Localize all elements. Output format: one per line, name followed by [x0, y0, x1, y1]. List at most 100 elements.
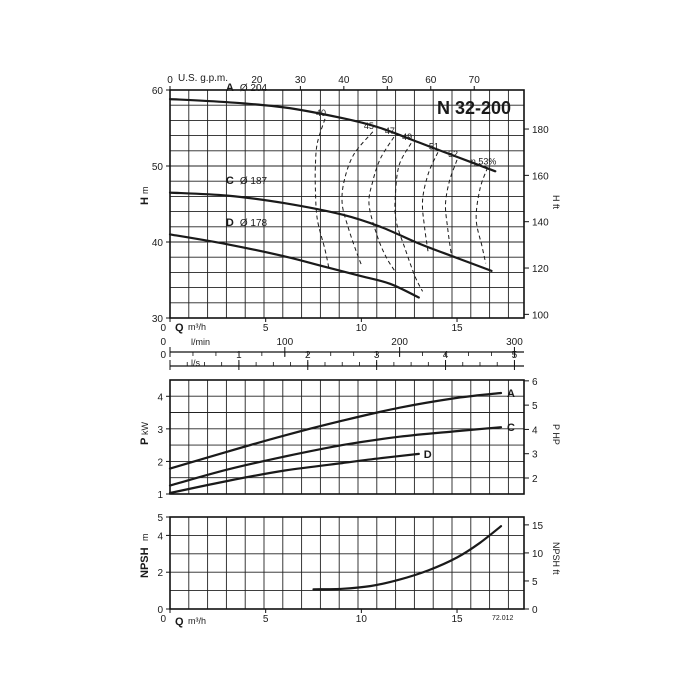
code-label: 72.012	[492, 615, 514, 622]
head-ft-axis-label: H ft	[551, 195, 561, 210]
head-curve-diameter: Ø 204	[240, 83, 268, 94]
head-grid	[170, 90, 524, 318]
gpm-tick-label: 40	[338, 75, 350, 86]
ls-tick-label: 0	[160, 350, 166, 361]
power-curve-c	[168, 426, 503, 487]
head-xtick-label: 15	[451, 323, 463, 334]
ls-tick-label: 3	[374, 350, 380, 361]
efficiency-label: 45	[364, 121, 374, 131]
npsh-grid	[170, 517, 524, 609]
power-ytick-label: 4	[157, 392, 163, 403]
power-hp-y2tick-label: 2	[532, 474, 538, 485]
head-ytick-label: 40	[152, 238, 164, 249]
power-hp-y2tick-label: 6	[532, 377, 538, 388]
efficiency-label: η 53%	[471, 157, 497, 167]
npsh-xtick-label: 10	[356, 614, 368, 625]
npsh-ytick-label: 0	[157, 605, 163, 616]
power-curve-a	[168, 391, 503, 470]
gpm-tick-label: 0	[167, 75, 173, 86]
power-curve-d	[168, 452, 420, 495]
power-curve-letter: C	[507, 422, 515, 434]
head-ytick-label: 30	[152, 314, 164, 325]
head-ytick-label: 60	[152, 86, 164, 97]
head-axis-unit: m	[140, 187, 150, 195]
head-ft-y2tick-label: 180	[532, 125, 549, 136]
npsh-xtick-label: 15	[451, 614, 463, 625]
efficiency-label: 52	[448, 149, 458, 159]
efficiency-curve	[394, 142, 424, 292]
ls-tick-label: 2	[305, 350, 311, 361]
power-frame	[169, 379, 525, 495]
head-xtick-label: 0	[160, 323, 166, 334]
head-curve-diameter: Ø 178	[240, 218, 268, 229]
power-hp-y2tick-label: 4	[532, 425, 538, 436]
npsh-ytick-label: 5	[157, 513, 163, 524]
head-ft-y2tick-label: 100	[532, 310, 549, 321]
gpm-tick-label: 60	[425, 75, 437, 86]
gpm-unit-label: U.S. g.p.m.	[178, 73, 228, 84]
npsh-ytick-label: 2	[157, 568, 163, 579]
gpm-tick-label: 50	[382, 75, 394, 86]
head-ft-y2tick-label: 140	[532, 218, 549, 229]
npsh-ft-axis-label: NPSH ft	[551, 542, 561, 575]
head-curve-letter: A	[226, 82, 234, 94]
q-label-npsh: Q	[175, 616, 184, 628]
npsh-xtick-label: 0	[160, 614, 166, 625]
power-ytick-label: 1	[157, 490, 163, 501]
head-panel: 30 40 50 60 100 120 140 160 180 5 10 15 0 0 20 30 40 50 60…	[152, 75, 549, 334]
lmin-unit-label: l/min	[191, 337, 210, 347]
efficiency-curve	[421, 152, 439, 254]
npsh-ft-y2tick-label: 0	[532, 605, 538, 616]
head-curve-letter: C	[226, 175, 234, 187]
npsh-panel: 0 2 4 5 0 5 10 15 5 10 15 0	[157, 513, 543, 625]
gpm-tick-label: 20	[251, 75, 263, 86]
head-curve-c	[168, 191, 493, 272]
head-ft-y2tick-label: 160	[532, 171, 549, 182]
efficiency-curve	[444, 159, 458, 255]
lmin-tick-label: 300	[506, 337, 523, 348]
efficiency-label: 51	[429, 141, 439, 151]
power-ytick-label: 3	[157, 425, 163, 436]
q-label-head: Q	[175, 322, 184, 334]
head-axis-name: H	[139, 197, 151, 205]
gpm-tick-label: 70	[469, 75, 481, 86]
power-axis-name: P	[139, 438, 151, 445]
npsh-axis-unit: m	[140, 534, 150, 542]
ls-tick-label: 4	[443, 350, 449, 361]
power-curve-letter: A	[507, 388, 515, 400]
lmin-tick-label: 0	[160, 337, 166, 348]
head-curve-a	[168, 98, 497, 173]
head-xtick-label: 10	[356, 323, 368, 334]
gpm-tick-label: 30	[295, 75, 307, 86]
npsh-ft-y2tick-label: 15	[532, 521, 544, 532]
efficiency-curve	[368, 136, 397, 273]
ls-tick-label: 5	[512, 350, 518, 361]
head-xtick-label: 5	[263, 323, 269, 334]
head-frame	[169, 89, 525, 319]
npsh-xtick-label: 5	[263, 614, 269, 625]
flow-scales: 100 200 300 0 1 2 3 4 5 0	[160, 337, 524, 370]
npsh-axis-name: NPSH	[139, 547, 151, 578]
head-ytick-label: 50	[152, 162, 164, 173]
efficiency-curve	[314, 118, 330, 268]
power-hp-axis-label: P HP	[551, 424, 561, 445]
npsh-ft-y2tick-label: 5	[532, 577, 538, 588]
power-axis-unit: kW	[140, 422, 150, 436]
power-hp-y2tick-label: 3	[532, 450, 538, 461]
power-ytick-label: 2	[157, 457, 163, 468]
power-panel: 1 2 3 4 2 3 4 5 6 A C D	[157, 377, 538, 501]
lmin-tick-label: 200	[391, 337, 408, 348]
npsh-curve	[312, 525, 503, 591]
model-title: N 32-200	[437, 98, 511, 118]
head-ft-y2tick-label: 120	[532, 264, 549, 275]
efficiency-curve	[341, 131, 374, 265]
ls-unit-label: l/s	[191, 358, 201, 368]
npsh-ytick-label: 4	[157, 531, 163, 542]
ls-tick-label: 1	[236, 350, 242, 361]
npsh-ft-y2tick-label: 10	[532, 549, 544, 560]
head-curve-d	[168, 233, 420, 299]
power-curve-letter: D	[424, 449, 432, 461]
q-unit-head: m³/h	[188, 322, 206, 332]
q-unit-npsh: m³/h	[188, 616, 206, 626]
